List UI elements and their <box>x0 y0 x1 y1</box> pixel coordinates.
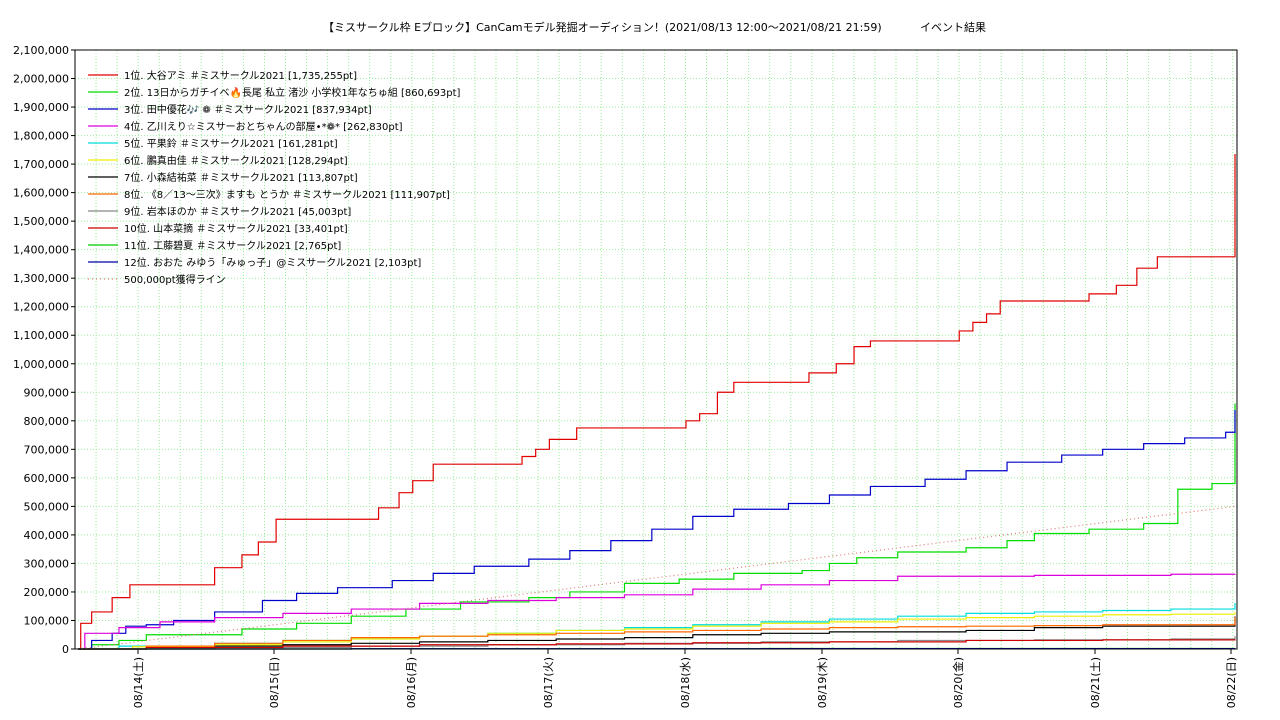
series-line <box>78 639 1236 650</box>
x-tick-label: 08/18(水) <box>679 657 692 708</box>
y-tick-label: 1,400,000 <box>13 244 69 257</box>
legend-entry: 1位. 大谷アミ ＃ミスサークル2021 [1,735,255pt] <box>124 69 357 82</box>
y-tick-label: 1,200,000 <box>13 301 69 314</box>
legend-entry: 3位. 田中優花🎶 ❁ ＃ミスサークル2021 [837,934pt] <box>124 103 372 116</box>
y-tick-label: 600,000 <box>24 472 70 485</box>
y-tick-label: 500,000 <box>24 500 70 513</box>
y-tick-label: 1,100,000 <box>13 329 69 342</box>
x-axis-ticks: 08/14(土) 08/15(日) 08/16(月) 08/17(火) 08/18(水)… <box>132 649 1238 708</box>
y-tick-label: 300,000 <box>24 557 70 570</box>
plot-frame <box>74 49 1238 650</box>
y-tick-label: 100,000 <box>24 614 70 627</box>
y-tick-label: 700,000 <box>24 443 70 456</box>
legend-entry: 6位. 鵬真由佳 ＃ミスサークル2021 [128,294pt] <box>124 154 348 167</box>
series-line <box>78 154 1236 650</box>
y-tick-label: 1,600,000 <box>13 187 69 200</box>
legend-entry: 9位. 岩本ほのか ＃ミスサークル2021 [45,003pt] <box>124 205 351 218</box>
legend-entry: 12位. おおた みゆう「みゅっ子」@ミスサークル2021 [2,103pt] <box>124 256 421 269</box>
y-axis-ticks: 0 100,000 200,000 300,000 400,000 500,000 600,… <box>13 44 75 656</box>
y-tick-label: 1,000,000 <box>13 358 69 371</box>
x-tick-label: 08/14(土) <box>132 657 145 708</box>
legend: 1位. 大谷アミ ＃ミスサークル2021 [1,735,255pt] 2位. 13… <box>88 69 460 286</box>
y-tick-label: 1,900,000 <box>13 101 69 114</box>
legend-entry: 5位. 平果鈴 ＃ミスサークル2021 [161,281pt] <box>124 137 338 150</box>
series-line <box>78 573 1236 650</box>
y-tick-label: 2,100,000 <box>13 44 69 57</box>
legend-entry: 500,000pt獲得ライン <box>124 273 226 286</box>
x-tick-label: 08/19(木) <box>816 657 829 708</box>
x-tick-label: 08/15(日) <box>268 657 281 708</box>
x-tick-label: 08/22(日) <box>1225 657 1238 708</box>
x-tick-label: 08/17(火) <box>542 657 555 708</box>
series-line <box>78 617 1236 650</box>
y-tick-label: 800,000 <box>24 415 70 428</box>
y-tick-label: 1,500,000 <box>13 215 69 228</box>
legend-entry: 8位. 《8／13〜三次》ますも とうか ＃ミスサークル2021 [111,90… <box>124 188 450 201</box>
legend-entry: 7位. 小森結祐菜 ＃ミスサークル2021 [113,807pt] <box>124 171 358 184</box>
x-tick-label: 08/20(金) <box>951 657 965 708</box>
y-tick-label: 1,800,000 <box>13 130 69 143</box>
y-tick-label: 900,000 <box>24 386 70 399</box>
grid-lines <box>74 49 1237 650</box>
chart-title: 【ミスサークル枠 Eブロック】CanCamモデル発掘オーディション！(2021/… <box>323 20 882 34</box>
y-tick-label: 200,000 <box>24 586 70 599</box>
y-tick-label: 400,000 <box>24 529 70 542</box>
x-tick-label: 08/21(土) <box>1089 657 1102 708</box>
chart-subtitle: イベント結果 <box>920 20 986 34</box>
legend-entry: 2位. 13日からガチイベ🔥長尾 私立 渚沙 小学校1年なちゅ組 [860,69… <box>124 86 460 99</box>
x-tick-label: 08/16(月) <box>405 657 418 708</box>
legend-entry: 11位. 工藤碧夏 ＃ミスサークル2021 [2,765pt] <box>124 239 341 252</box>
legend-entry: 4位. 乙川えり☆ミスサーおとちゃんの部屋•*❁* [262,830pt] <box>124 120 403 133</box>
y-tick-label: 1,300,000 <box>13 272 69 285</box>
y-tick-label: 1,700,000 <box>13 158 69 171</box>
legend-entry: 10位. 山本菜摘 ＃ミスサークル2021 [33,401pt] <box>124 222 348 235</box>
series-line <box>78 616 1236 650</box>
y-tick-label: 0 <box>62 643 69 656</box>
series-line <box>78 403 1236 650</box>
series-line <box>78 409 1236 650</box>
y-tick-label: 2,000,000 <box>13 73 69 86</box>
